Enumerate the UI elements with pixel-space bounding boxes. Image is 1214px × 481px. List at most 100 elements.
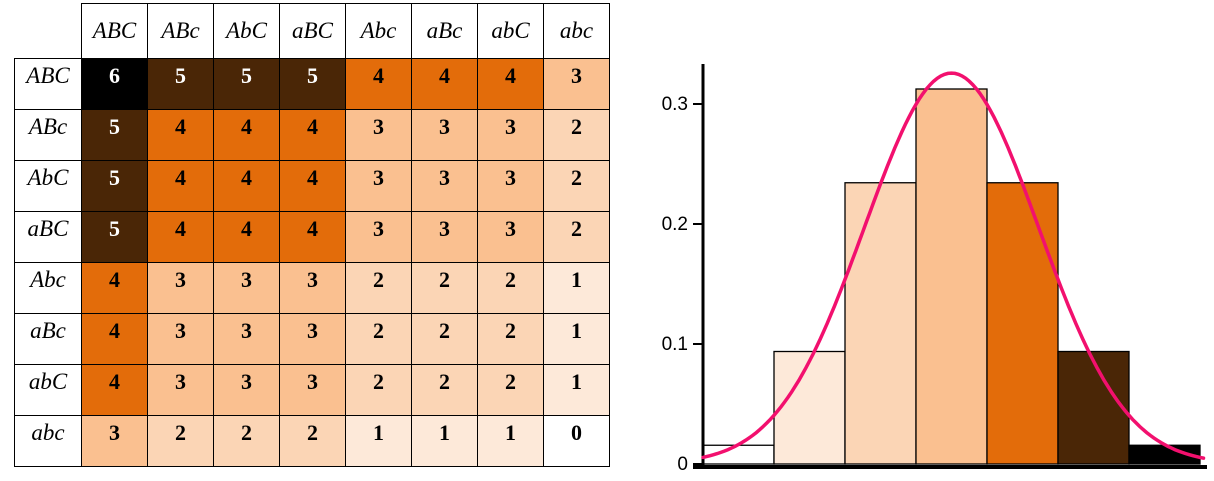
allele-count-cell: 1 (543, 364, 610, 416)
allele-count-cell: 3 (279, 262, 346, 314)
allele-count-cell: 5 (81, 160, 148, 212)
allele-count-cell: 5 (81, 109, 148, 161)
allele-count-cell: 2 (345, 364, 412, 416)
allele-count-cell: 3 (279, 364, 346, 416)
histogram-bar-5 (1057, 350, 1130, 465)
table-header-row: ABC ABc AbC aBC Abc aBc abC abc (14, 3, 610, 59)
allele-count-cell: 2 (411, 364, 478, 416)
allele-count-cell: 2 (147, 415, 214, 467)
allele-count-cell: 2 (477, 364, 544, 416)
allele-count-cell: 3 (147, 364, 214, 416)
allele-count-cell: 4 (279, 211, 346, 263)
histogram-bar-2 (844, 182, 917, 465)
allele-count-cell: 3 (213, 262, 280, 314)
row-header-Abc: Abc (14, 262, 82, 314)
allele-count-cell: 3 (345, 211, 412, 263)
y-tick-label: 0.3 (662, 94, 688, 115)
row-header-abC: abC (14, 364, 82, 416)
allele-count-cell: 1 (543, 313, 610, 365)
allele-count-cell: 4 (213, 160, 280, 212)
allele-count-cell: 1 (345, 415, 412, 467)
allele-count-cell: 6 (81, 58, 148, 110)
allele-count-cell: 4 (147, 211, 214, 263)
allele-count-cell: 3 (411, 211, 478, 263)
column-header-Abc: Abc (345, 3, 412, 59)
allele-count-cell: 3 (81, 415, 148, 467)
allele-count-cell: 3 (147, 262, 214, 314)
allele-count-cell: 3 (345, 160, 412, 212)
table-row-aBC: aBC 5 4 4 4 3 3 3 2 (14, 211, 610, 263)
allele-count-cell: 2 (477, 313, 544, 365)
allele-count-cell: 2 (543, 109, 610, 161)
allele-count-cell: 2 (411, 262, 478, 314)
allele-count-cell: 4 (81, 313, 148, 365)
allele-count-cell: 3 (477, 160, 544, 212)
column-header-aBc: aBc (411, 3, 478, 59)
allele-count-cell: 5 (147, 58, 214, 110)
allele-count-cell: 4 (279, 160, 346, 212)
allele-count-cell: 4 (81, 364, 148, 416)
table-body: ABC 6 5 5 5 4 4 4 3 ABc 5 4 4 4 3 3 3 2 AbC 5 4 4 4 3 3 3 2 aBC 5 4 4 4… (14, 58, 610, 467)
allele-count-cell: 4 (345, 58, 412, 110)
allele-count-cell: 3 (213, 364, 280, 416)
table-row-AbC: AbC 5 4 4 4 3 3 3 2 (14, 160, 610, 212)
allele-count-cell: 5 (213, 58, 280, 110)
allele-count-cell: 2 (477, 262, 544, 314)
row-header-ABc: ABc (14, 109, 82, 161)
allele-count-cell: 5 (81, 211, 148, 263)
y-tick-label: 0.1 (662, 334, 688, 355)
histogram-bar-1 (773, 350, 846, 465)
allele-count-cell: 2 (543, 160, 610, 212)
allele-count-cell: 3 (411, 160, 478, 212)
table-row-abc: abc 3 2 2 2 1 1 1 0 (14, 415, 610, 467)
allele-count-cell: 3 (345, 109, 412, 161)
allele-count-cell: 3 (147, 313, 214, 365)
allele-count-cell: 4 (81, 262, 148, 314)
y-tick-label: 0 (677, 454, 688, 475)
allele-count-cell: 3 (543, 58, 610, 110)
table-row-aBc: aBc 4 3 3 3 2 2 2 1 (14, 313, 610, 365)
column-header-ABc: ABc (147, 3, 214, 59)
allele-count-cell: 0 (543, 415, 610, 467)
table-row-ABc: ABc 5 4 4 4 3 3 3 2 (14, 109, 610, 161)
allele-count-cell: 3 (411, 109, 478, 161)
allele-count-cell: 1 (543, 262, 610, 314)
table-row-abC: abC 4 3 3 3 2 2 2 1 (14, 364, 610, 416)
allele-count-cell: 2 (345, 262, 412, 314)
table-row-ABC: ABC 6 5 5 5 4 4 4 3 (14, 58, 610, 110)
row-header-abc: abc (14, 415, 82, 467)
column-header-abc: abc (543, 3, 610, 59)
dominant-allele-count-table: ABC ABc AbC aBC Abc aBc abC abc ABC 6 5 5 5 4 4 4 3 ABc 5… (14, 3, 610, 467)
binomial-histogram-chart: 0 0.1 0.2 0.3 (662, 64, 1207, 475)
allele-count-cell: 3 (279, 313, 346, 365)
allele-count-cell: 4 (213, 109, 280, 161)
normal-distribution-curve (701, 71, 1206, 460)
column-header-ABC: ABC (81, 3, 148, 59)
allele-count-cell: 4 (477, 58, 544, 110)
column-header-aBC: aBC (279, 3, 346, 59)
row-header-aBc: aBc (14, 313, 82, 365)
allele-count-cell: 4 (213, 211, 280, 263)
row-header-ABC: ABC (14, 58, 82, 110)
allele-count-cell: 2 (345, 313, 412, 365)
allele-count-cell: 4 (147, 160, 214, 212)
genotype-table-panel: ABC ABc AbC aBC Abc aBc abC abc ABC 6 5 5 5 4 4 4 3 ABc 5… (14, 3, 610, 467)
allele-count-cell: 1 (477, 415, 544, 467)
row-header-aBC: aBC (14, 211, 82, 263)
distribution-chart-panel: 0 0.1 0.2 0.3 (620, 0, 1214, 481)
table-corner-cell (14, 3, 82, 59)
allele-count-cell: 4 (279, 109, 346, 161)
allele-count-cell: 2 (543, 211, 610, 263)
allele-count-cell: 3 (477, 211, 544, 263)
y-tick-label: 0.2 (662, 214, 688, 235)
allele-count-cell: 2 (411, 313, 478, 365)
allele-count-cell: 2 (279, 415, 346, 467)
histogram-bar-3 (915, 88, 988, 465)
column-header-abC: abC (477, 3, 544, 59)
table-row-Abc: Abc 4 3 3 3 2 2 2 1 (14, 262, 610, 314)
allele-count-cell: 2 (213, 415, 280, 467)
allele-count-cell: 4 (147, 109, 214, 161)
allele-count-cell: 3 (477, 109, 544, 161)
allele-count-cell: 4 (411, 58, 478, 110)
allele-count-cell: 1 (411, 415, 478, 467)
